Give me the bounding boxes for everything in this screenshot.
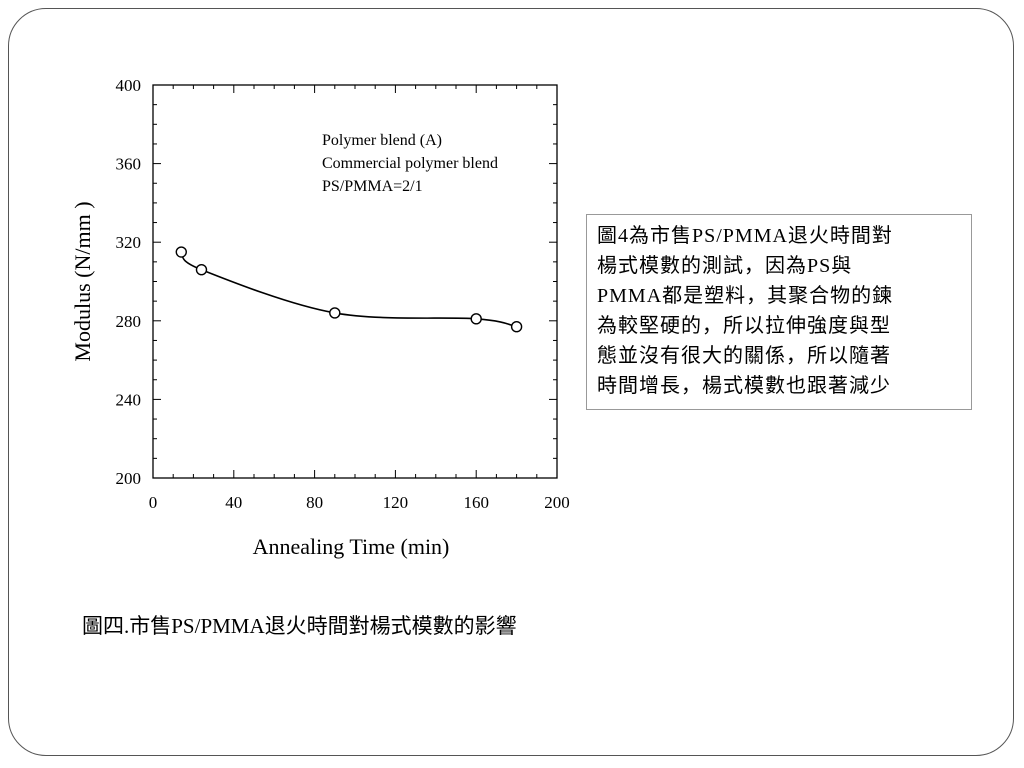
description-line-4: 為較堅硬的，所以拉伸強度與型 bbox=[597, 315, 891, 337]
modulus-chart: 0 40 80 120 160 200 200 240 280 320 360 400 Annealin… bbox=[70, 76, 570, 559]
series-line bbox=[180, 251, 517, 328]
y-tick-label: 280 bbox=[116, 312, 142, 331]
description-line-5: 態並沒有很大的關係，所以隨著 bbox=[597, 345, 891, 367]
x-tick-label: 40 bbox=[225, 493, 242, 512]
x-tick-label: 160 bbox=[463, 493, 489, 512]
data-point bbox=[195, 264, 208, 276]
x-tick-label: 200 bbox=[544, 493, 570, 512]
y-tick-label: 200 bbox=[116, 469, 142, 488]
description-line-3: PMMA都是塑料，其聚合物的鍊 bbox=[597, 285, 894, 307]
x-axis-label: Annealing Time (min) bbox=[253, 534, 450, 559]
description-box: 圖4為市售PS/PMMA退火時間對 楊式模數的測試，因為PS與 PMMA都是塑料… bbox=[586, 214, 972, 410]
description-line-1: 圖4為市售PS/PMMA退火時間對 bbox=[597, 225, 893, 247]
data-point bbox=[470, 313, 482, 325]
y-tick-label: 240 bbox=[116, 390, 142, 409]
chart-annotation-line: Polymer blend (A) bbox=[322, 132, 442, 149]
x-tick-label: 120 bbox=[383, 493, 409, 512]
data-point bbox=[175, 246, 187, 258]
figure-caption: 圖四.市售PS/PMMA退火時間對楊式模數的影響 bbox=[82, 614, 517, 638]
description-line-2: 楊式模數的測試，因為PS與 bbox=[597, 255, 853, 277]
chart-annotation-line: Commercial polymer blend bbox=[322, 155, 498, 172]
x-tick-label: 80 bbox=[306, 493, 323, 512]
chart-annotation-line: PS/PMMA=2/1 bbox=[322, 178, 423, 195]
data-point bbox=[329, 307, 341, 319]
y-tick-label: 320 bbox=[116, 233, 142, 252]
description-line-6: 時間增長，楊式模數也跟著減少 bbox=[597, 375, 891, 397]
data-point bbox=[510, 320, 523, 333]
slide-frame bbox=[8, 8, 1014, 756]
y-axis-label: Modulus (N/mm ) bbox=[70, 201, 95, 361]
x-tick-label: 0 bbox=[149, 493, 158, 512]
y-tick-label: 400 bbox=[116, 76, 142, 95]
y-tick-label: 360 bbox=[116, 155, 142, 174]
